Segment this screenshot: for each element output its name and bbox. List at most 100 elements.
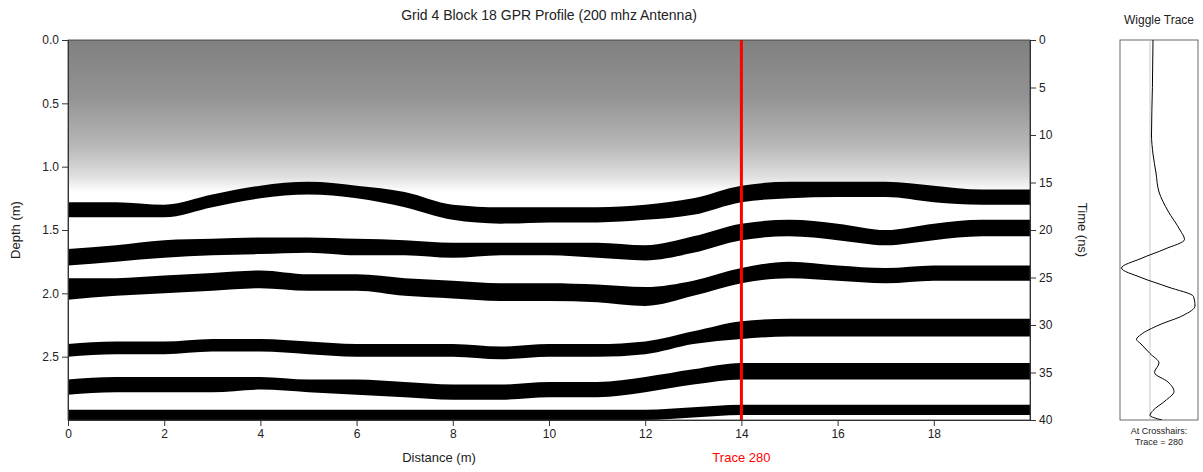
y2-axis-tick-mark bbox=[1030, 278, 1036, 279]
x-axis-tick: 16 bbox=[831, 420, 845, 441]
chart: 0 2 4 6 8 10 12 14 16 18 0.0 0.5 1.0 1.5 2.0 2.5 0 5 10 15 2… bbox=[0, 0, 1203, 472]
wiggle-title: Wiggle Trace bbox=[1124, 13, 1194, 27]
y-axis-tick-label: 1.0 bbox=[42, 160, 59, 174]
x-axis-tick: 14 bbox=[735, 420, 749, 441]
reflector bbox=[68, 405, 1030, 420]
x-axis-tick-mark bbox=[741, 420, 742, 426]
plot-frame bbox=[68, 40, 1030, 420]
y-axis-tick-label: 2.5 bbox=[42, 350, 59, 364]
x-axis-tick: 2 bbox=[161, 420, 168, 441]
y2-axis-tick-mark bbox=[1030, 230, 1036, 231]
wiggle-zero-line bbox=[1150, 40, 1151, 420]
y-axis-line bbox=[68, 41, 69, 421]
y2-axis-tick: 5 bbox=[1030, 81, 1046, 95]
y-axis-tick-mark bbox=[62, 167, 68, 168]
y2-axis-tick-label: 35 bbox=[1039, 366, 1053, 380]
x-axis-tick-label: 4 bbox=[258, 427, 265, 441]
x-axis-tick-label: 16 bbox=[831, 427, 845, 441]
y-axis-tick: 1.5 bbox=[42, 223, 68, 237]
x-axis-tick-label: 6 bbox=[354, 427, 361, 441]
crosshair-line bbox=[740, 40, 743, 420]
y-axis-tick-label: 0.5 bbox=[42, 97, 59, 111]
reflector bbox=[68, 220, 1030, 266]
y2-axis-tick-label: 20 bbox=[1039, 223, 1053, 237]
x-axis-tick: 12 bbox=[639, 420, 653, 441]
plot-area bbox=[68, 40, 1030, 420]
x-axis-tick-label: 2 bbox=[161, 427, 168, 441]
reflector bbox=[68, 182, 1030, 224]
x-axis: 0 2 4 6 8 10 12 14 16 18 bbox=[65, 420, 1030, 441]
x-axis-tick-mark bbox=[838, 420, 839, 426]
x-axis-tick: 18 bbox=[928, 420, 942, 441]
y-axis-tick-mark bbox=[62, 293, 68, 294]
wiggle-caption: At Crosshairs: bbox=[1131, 426, 1188, 436]
reflector bbox=[68, 319, 1030, 360]
x-axis-tick-label: 10 bbox=[543, 427, 557, 441]
y2-axis-tick: 10 bbox=[1030, 128, 1053, 142]
y-axis-tick-label: 2.0 bbox=[42, 287, 59, 301]
reflector bbox=[68, 262, 1030, 306]
y2-axis-tick: 20 bbox=[1030, 223, 1053, 237]
y2-axis-tick-label: 40 bbox=[1039, 413, 1053, 427]
y2-axis-tick-mark bbox=[1030, 420, 1036, 421]
x-axis-tick-mark bbox=[260, 420, 261, 426]
y2-axis-tick-mark bbox=[1030, 40, 1036, 41]
y-axis-tick-mark bbox=[62, 230, 68, 231]
wiggle-frame bbox=[1120, 40, 1198, 420]
x-axis-tick-label: 14 bbox=[735, 427, 749, 441]
y2-axis-title: Time (ns) bbox=[1075, 203, 1090, 257]
y2-axis-tick: 25 bbox=[1030, 271, 1053, 285]
x-axis-tick-label: 18 bbox=[928, 427, 942, 441]
y-axis-tick-mark bbox=[62, 40, 68, 41]
y-axis-tick: 0.5 bbox=[42, 97, 68, 111]
y-axis-tick-mark bbox=[62, 103, 68, 104]
y2-axis-tick-mark bbox=[1030, 373, 1036, 374]
y-axis-tick-label: 0.0 bbox=[42, 33, 59, 47]
x-axis-tick: 0 bbox=[65, 420, 72, 441]
x-axis-tick: 4 bbox=[258, 420, 265, 441]
y2-axis-tick: 40 bbox=[1030, 413, 1053, 427]
y-axis-tick: 0.0 bbox=[42, 33, 68, 47]
x-axis-tick-mark bbox=[357, 420, 358, 426]
y-axis-tick: 2.0 bbox=[42, 287, 68, 301]
y2-axis-tick: 0 bbox=[1030, 33, 1046, 47]
y2-axis-tick-mark bbox=[1030, 88, 1036, 89]
y2-axis-tick-label: 0 bbox=[1039, 33, 1046, 47]
y-axis-tick-label: 1.5 bbox=[42, 223, 59, 237]
y2-axis-tick-label: 30 bbox=[1039, 318, 1053, 332]
x-axis-tick: 6 bbox=[354, 420, 361, 441]
y2-axis-tick-mark bbox=[1030, 183, 1036, 184]
y2-axis-tick-label: 10 bbox=[1039, 128, 1053, 142]
y-axis-tick: 1.0 bbox=[42, 160, 68, 174]
chart-title: Grid 4 Block 18 GPR Profile (200 mhz Ant… bbox=[401, 7, 697, 23]
wiggle-caption: Trace = 280 bbox=[1135, 437, 1183, 447]
reflector bbox=[68, 363, 1030, 400]
x-axis-tick-label: 8 bbox=[450, 427, 457, 441]
y2-axis-tick-mark bbox=[1030, 325, 1036, 326]
x-axis-tick-mark bbox=[549, 420, 550, 426]
y2-axis-tick-label: 5 bbox=[1039, 81, 1046, 95]
x-axis-tick-mark bbox=[934, 420, 935, 426]
wiggle-area bbox=[1122, 40, 1196, 420]
y2-axis-tick-label: 25 bbox=[1039, 271, 1053, 285]
x-axis-tick-label: 12 bbox=[639, 427, 653, 441]
x-axis-tick-mark bbox=[645, 420, 646, 426]
x-axis-tick-mark bbox=[164, 420, 165, 426]
y2-axis-tick: 30 bbox=[1030, 318, 1053, 332]
y-axis: 0.0 0.5 1.0 1.5 2.0 2.5 bbox=[42, 33, 68, 420]
x-axis-tick: 10 bbox=[543, 420, 557, 441]
x-axis-title: Distance (m) bbox=[402, 450, 476, 465]
y2-axis-tick: 35 bbox=[1030, 366, 1053, 380]
crosshair-label: Trace 280 bbox=[712, 450, 770, 465]
x-axis-tick-mark bbox=[68, 420, 69, 426]
y2-axis: 0 5 10 15 20 25 30 35 40 bbox=[1030, 33, 1053, 427]
y2-axis-tick-mark bbox=[1030, 135, 1036, 136]
plot-background bbox=[68, 40, 1030, 420]
y2-axis-tick: 15 bbox=[1030, 176, 1053, 190]
x-axis-tick-mark bbox=[453, 420, 454, 426]
y-axis-tick-mark bbox=[62, 357, 68, 358]
x-axis-tick-label: 0 bbox=[65, 427, 72, 441]
wiggle-line bbox=[1122, 40, 1196, 420]
y2-axis-tick-label: 15 bbox=[1039, 176, 1053, 190]
y-axis-tick: 2.5 bbox=[42, 350, 68, 364]
